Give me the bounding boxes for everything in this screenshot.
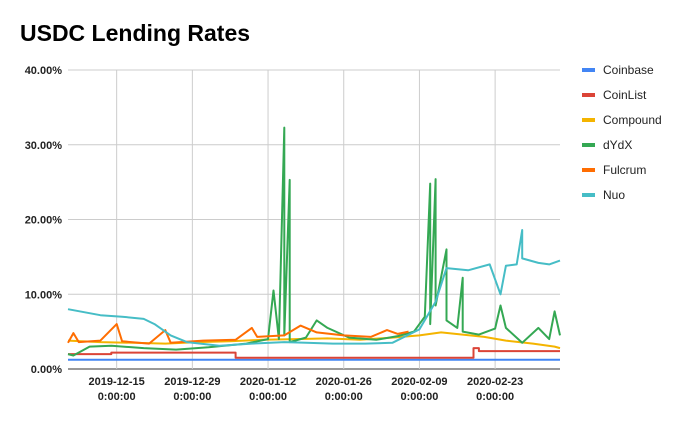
x-tick-label: 2020-02-09 <box>391 376 447 388</box>
gridlines <box>68 69 560 370</box>
legend-swatch <box>582 143 595 147</box>
x-tick-label-time: 0:00:00 <box>173 391 211 403</box>
x-tick-label-time: 0:00:00 <box>249 391 287 403</box>
series-line-coinlist <box>68 347 560 359</box>
y-tick-label: 20.00% <box>25 215 63 227</box>
legend-swatch <box>582 168 595 172</box>
legend-swatch <box>582 118 595 122</box>
x-tick-label: 2020-02-23 <box>467 376 523 388</box>
legend-label: Compound <box>603 113 662 127</box>
y-tick-label: 40.00% <box>25 65 63 77</box>
legend-label: Nuo <box>603 188 625 202</box>
legend-swatch <box>582 193 595 197</box>
legend-label: Fulcrum <box>603 163 646 177</box>
x-tick-label-time: 0:00:00 <box>325 391 363 403</box>
series-line-compound <box>67 331 561 350</box>
legend-label: dYdX <box>603 138 632 152</box>
x-tick-label: 2019-12-29 <box>164 376 220 388</box>
chart-title: USDC Lending Rates <box>20 20 251 46</box>
series-layer <box>67 126 561 361</box>
x-tick-label-time: 0:00:00 <box>476 391 514 403</box>
x-tick-label-time: 0:00:00 <box>400 391 438 403</box>
legend-swatch <box>582 68 595 72</box>
y-tick-label: 10.00% <box>25 289 63 301</box>
axis-layer: 0.00% 10.00% 20.00% 30.00% 40.00% 2019-12-15 0… <box>25 65 524 403</box>
x-tick-label: 2019-12-15 <box>89 376 145 388</box>
legend-swatch <box>582 93 595 97</box>
series-line-fulcrum <box>67 323 409 345</box>
series-line-nuo <box>67 229 561 347</box>
x-tick-label-time: 0:00:00 <box>98 391 136 403</box>
x-tick-label: 2020-01-26 <box>316 376 372 388</box>
legend-label: Coinbase <box>603 63 654 77</box>
legend: Coinbase CoinList Compound dYdX Fulcrum Nuo <box>582 63 662 202</box>
x-tick-label: 2020-01-12 <box>240 376 296 388</box>
legend-label: CoinList <box>603 88 647 102</box>
y-tick-label: 30.00% <box>25 140 63 152</box>
series-line-dydx <box>67 126 561 357</box>
y-tick-label: 0.00% <box>31 364 62 376</box>
